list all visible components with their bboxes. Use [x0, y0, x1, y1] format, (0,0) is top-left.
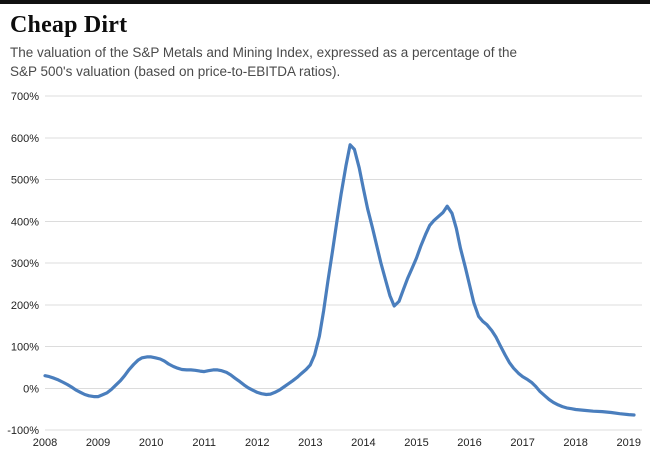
x-axis-tick-label: 2017: [510, 437, 534, 449]
y-axis-tick-label: 400%: [11, 216, 39, 228]
x-axis-tick-label: 2011: [192, 437, 216, 449]
x-axis-tick-label: 2010: [139, 437, 163, 449]
y-axis-tick-label: -100%: [7, 425, 39, 437]
line-chart-svg: 700% 600% 500% 400% 300% 200% 100% 0% -100%2008 2…: [7, 91, 642, 449]
y-axis-tick-label: 600%: [11, 133, 39, 145]
x-axis-tick-label: 2015: [404, 437, 428, 449]
x-axis-tick-label: 2016: [457, 437, 481, 449]
y-axis-tick-label: 500%: [11, 174, 39, 186]
top-border: [0, 0, 650, 4]
x-axis-tick-label: 2018: [563, 437, 587, 449]
y-axis-tick-label: 200%: [11, 300, 39, 312]
series-line: [43, 142, 636, 417]
y-axis-tick-label: 700%: [11, 91, 39, 103]
line-chart: 700% 600% 500% 400% 300% 200% 100% 0% -100% 2008 2…: [0, 84, 650, 456]
chart-subtitle-line-1: The valuation of the S&P Metals and Mini…: [10, 45, 518, 60]
chart-title: Cheap Dirt: [10, 12, 128, 38]
x-axis-tick-label: 2014: [351, 437, 375, 449]
x-axis-tick-label: 2013: [298, 437, 322, 449]
y-axis-tick-label: 300%: [11, 258, 39, 270]
chart-subtitle: The valuation of the S&P Metals and Mini…: [10, 44, 640, 82]
y-axis-tick-label: 100%: [11, 341, 39, 353]
y-axis-tick-label: 0%: [23, 383, 39, 395]
chart-subtitle-line-2: S&P 500's valuation (based on price-to-E…: [10, 63, 341, 79]
x-axis-tick-label: 2009: [86, 437, 110, 449]
x-axis-tick-label: 2019: [616, 437, 640, 449]
x-axis-tick-label: 2012: [245, 437, 269, 449]
x-axis-tick-label: 2008: [33, 437, 57, 449]
